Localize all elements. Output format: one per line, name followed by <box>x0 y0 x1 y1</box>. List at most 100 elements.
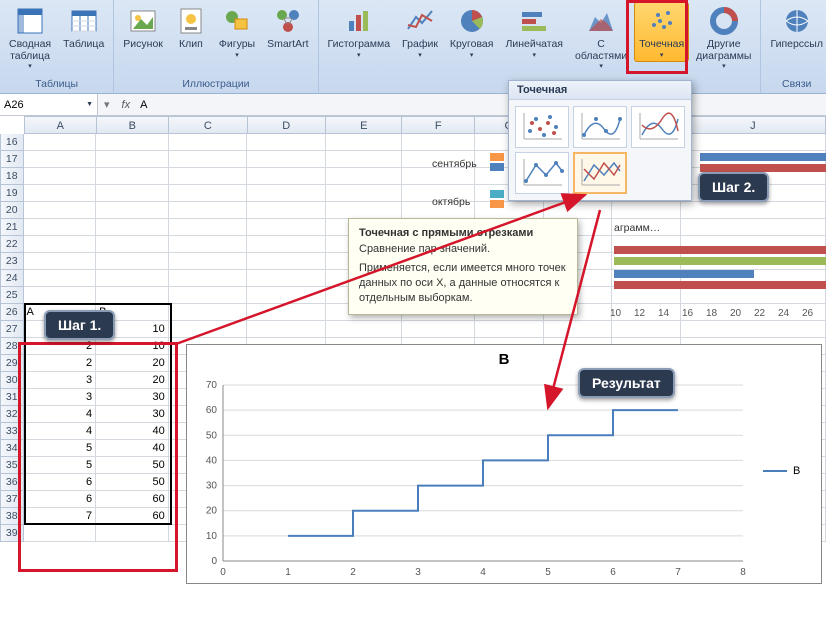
row-header[interactable]: 19 <box>0 185 24 202</box>
cell[interactable]: 6 <box>24 474 97 491</box>
cell[interactable] <box>169 287 247 304</box>
cell[interactable] <box>96 151 169 168</box>
cell[interactable]: 5 <box>24 440 97 457</box>
ribbon-table-button[interactable]: Таблица <box>58 2 109 54</box>
cell[interactable] <box>247 236 325 253</box>
row-header[interactable]: 33 <box>0 423 24 440</box>
cell[interactable] <box>24 253 97 270</box>
cell[interactable] <box>24 151 97 168</box>
cell[interactable]: 30 <box>96 389 169 406</box>
name-box[interactable]: A26 ▼ <box>0 94 98 115</box>
ribbon-pivot-button[interactable]: Сводная таблица▾ <box>4 2 56 73</box>
cell[interactable]: 60 <box>96 491 169 508</box>
row-header[interactable]: 35 <box>0 457 24 474</box>
scatter-option-1[interactable] <box>573 106 627 148</box>
scatter-chart-dropdown[interactable]: Точечная <box>508 80 692 201</box>
cell[interactable]: 4 <box>24 406 97 423</box>
cell[interactable] <box>96 525 169 542</box>
cell[interactable]: 20 <box>96 355 169 372</box>
cell[interactable]: 20 <box>96 372 169 389</box>
cell[interactable] <box>169 219 247 236</box>
cell[interactable] <box>169 321 247 338</box>
cell[interactable] <box>96 134 169 151</box>
cell[interactable]: 30 <box>96 406 169 423</box>
ribbon-picture-button[interactable]: Рисунок <box>118 2 168 54</box>
cell[interactable] <box>612 202 681 219</box>
cell[interactable] <box>247 321 325 338</box>
ribbon-pie-button[interactable]: Круговая▾ <box>445 2 499 62</box>
row-header[interactable]: 39 <box>0 525 24 542</box>
cell[interactable] <box>326 321 403 338</box>
scatter-option-3[interactable] <box>515 152 569 194</box>
scatter-option-4[interactable] <box>573 152 627 194</box>
ribbon-clip-button[interactable]: Клип <box>170 2 212 54</box>
cell[interactable] <box>326 168 403 185</box>
row-header[interactable]: 17 <box>0 151 24 168</box>
ribbon-area-button[interactable]: С областями▾ <box>570 2 632 73</box>
cell[interactable]: 2 <box>24 338 97 355</box>
cell[interactable] <box>169 304 247 321</box>
cell[interactable] <box>96 185 169 202</box>
cell[interactable]: 3 <box>24 389 97 406</box>
cell[interactable] <box>544 321 613 338</box>
cell[interactable] <box>96 253 169 270</box>
cell[interactable] <box>247 151 325 168</box>
cell[interactable]: 3 <box>24 372 97 389</box>
cell[interactable] <box>24 270 97 287</box>
row-header[interactable]: 31 <box>0 389 24 406</box>
cell[interactable] <box>169 202 247 219</box>
cell[interactable]: 7 <box>24 508 97 525</box>
cell[interactable] <box>247 270 325 287</box>
cell[interactable] <box>681 219 826 236</box>
row-header[interactable]: 22 <box>0 236 24 253</box>
cell[interactable] <box>247 287 325 304</box>
cell[interactable] <box>24 168 97 185</box>
cell[interactable] <box>96 202 169 219</box>
cell[interactable] <box>24 525 97 542</box>
row-header[interactable]: 27 <box>0 321 24 338</box>
ribbon-scatter-button[interactable]: Точечная▾ <box>634 2 689 62</box>
cell[interactable]: 60 <box>96 508 169 525</box>
row-header[interactable]: 20 <box>0 202 24 219</box>
cell[interactable] <box>169 270 247 287</box>
scatter-option-2[interactable] <box>631 106 685 148</box>
cell[interactable] <box>326 151 403 168</box>
ribbon-shapes-button[interactable]: Фигуры▾ <box>214 2 260 62</box>
ribbon-bar-button[interactable]: Гистограмма▾ <box>323 2 396 62</box>
cell[interactable] <box>544 202 613 219</box>
cell[interactable] <box>24 287 97 304</box>
cell[interactable] <box>96 219 169 236</box>
ribbon-other-button[interactable]: Другие диаграммы▾ <box>691 2 756 73</box>
cell[interactable]: 40 <box>96 440 169 457</box>
ribbon-smartart-button[interactable]: SmartArt <box>262 2 313 54</box>
cell[interactable] <box>96 287 169 304</box>
result-chart[interactable]: B 010203040506070012345678 B <box>186 344 822 584</box>
row-header[interactable]: 38 <box>0 508 24 525</box>
cell[interactable] <box>612 287 681 304</box>
cell[interactable] <box>681 287 826 304</box>
cell[interactable]: 50 <box>96 474 169 491</box>
row-header[interactable]: 37 <box>0 491 24 508</box>
cell[interactable] <box>475 321 544 338</box>
cell[interactable] <box>24 134 97 151</box>
column-header[interactable]: C <box>169 116 247 134</box>
row-header[interactable]: 30 <box>0 372 24 389</box>
column-header[interactable]: J <box>681 116 826 134</box>
column-header[interactable]: A <box>24 116 97 134</box>
cell[interactable] <box>247 219 325 236</box>
cell[interactable] <box>169 185 247 202</box>
row-header[interactable]: 16 <box>0 134 24 151</box>
ribbon-hbar-button[interactable]: Линейчатая▾ <box>500 2 568 62</box>
cell[interactable] <box>169 151 247 168</box>
cell[interactable] <box>402 168 475 185</box>
cell[interactable] <box>326 134 403 151</box>
cell[interactable] <box>96 168 169 185</box>
row-header[interactable]: 23 <box>0 253 24 270</box>
column-header[interactable]: D <box>248 116 326 134</box>
cell[interactable]: 10 <box>96 338 169 355</box>
cell[interactable] <box>24 219 97 236</box>
cell[interactable]: 50 <box>96 457 169 474</box>
cell[interactable] <box>169 236 247 253</box>
row-header[interactable]: 36 <box>0 474 24 491</box>
cell[interactable] <box>96 270 169 287</box>
